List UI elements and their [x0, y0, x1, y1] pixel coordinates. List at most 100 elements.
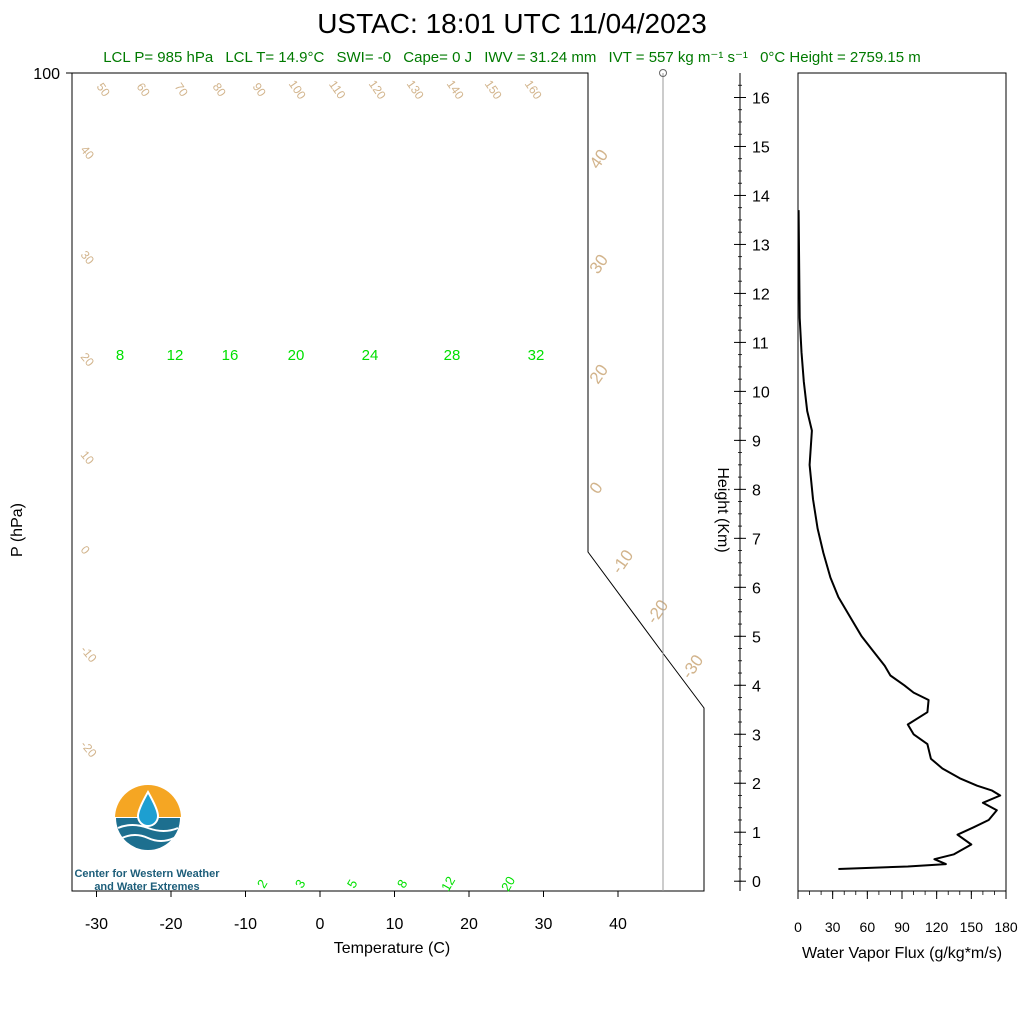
- mixing-ratio-label: 16: [222, 347, 239, 364]
- dry-adiabat-line: [72, 73, 704, 74]
- mixing-ratio-label-bottom: 5: [344, 877, 361, 891]
- flux-tick-label: 0: [794, 919, 802, 935]
- dry-adiabat-line: [72, 73, 704, 74]
- height-tick-label: 2: [752, 776, 761, 793]
- isotherm-line: [72, 73, 106, 74]
- isotherm-label-right: 0: [586, 479, 607, 498]
- isotherm-label-left: 30: [78, 248, 98, 267]
- dry-adiabat-line: [72, 73, 704, 74]
- isotherm-label-left: 20: [78, 350, 98, 369]
- dry-adiabat-label: 90: [250, 80, 269, 99]
- logo-text-line1: Center for Western Weather: [74, 868, 220, 880]
- dry-adiabat-line: [72, 73, 704, 74]
- dry-adiabat-label: 140: [444, 77, 467, 102]
- temperature-tick-label: 20: [460, 916, 478, 933]
- dry-adiabat-line: [72, 73, 509, 74]
- isotherm-label-right: -10: [608, 546, 638, 577]
- flux-tick-label: 90: [894, 919, 910, 935]
- height-tick-label: 15: [752, 139, 770, 156]
- temperature-tick-label: -20: [159, 916, 182, 933]
- isotherm-label-right: -30: [678, 651, 708, 682]
- dry-adiabat-line: [0, 0, 55, 73]
- dry-adiabat-line: [72, 73, 704, 74]
- mixing-ratio-label-bottom: 20: [498, 874, 518, 894]
- logo-drop-icon: [136, 789, 160, 827]
- dry-adiabat-line: [72, 73, 358, 74]
- mixing-ratio-label: 24: [362, 347, 379, 364]
- calm-circle: [659, 69, 667, 77]
- isotherm-line: [341, 73, 704, 74]
- dry-adiabat-line: [72, 73, 704, 74]
- water-vapor-flux-profile: [798, 210, 1002, 870]
- isotherm-line: [72, 73, 479, 74]
- dry-adiabat-line: [72, 73, 704, 74]
- mixing-ratio-label-bottom: 2: [254, 877, 271, 891]
- dry-adiabat-line: [72, 73, 704, 74]
- isotherm-label-left: 0: [78, 543, 93, 557]
- flux-frame: [797, 72, 1007, 892]
- dry-adiabat-line: [72, 73, 704, 74]
- isotherm-label-right: 20: [586, 361, 612, 387]
- height-tick-label: 1: [752, 825, 761, 842]
- dry-adiabat-label: 70: [172, 80, 191, 99]
- height-tick-label: 14: [752, 188, 770, 205]
- isotherm-label-right: 40: [586, 146, 612, 172]
- sounding-stats: LCL P= 985 hPa LCL T= 14.9°C SWI= -0 Cap…: [0, 48, 1024, 66]
- dry-adiabat-line: [72, 73, 704, 74]
- dry-adiabat-line: [72, 73, 132, 74]
- skewt-frame: [71, 72, 705, 892]
- mixing-ratio-label: 20: [288, 347, 305, 364]
- dry-adiabat-line: [72, 73, 704, 74]
- flux-axis-label: Water Vapor Flux (g/kg*m/s): [802, 945, 1002, 962]
- dry-adiabat-label: 160: [522, 77, 545, 102]
- dry-adiabat-label: 120: [366, 77, 389, 102]
- isotherm-line: [72, 73, 330, 74]
- flux-tick-label: 120: [925, 919, 949, 935]
- dry-adiabat-label: 80: [210, 80, 229, 99]
- isotherm-label-left: 10: [78, 448, 98, 467]
- height-tick-label: 16: [752, 90, 770, 107]
- dry-adiabat-line: [72, 73, 704, 74]
- logo-text-line2: and Water Extremes: [94, 881, 199, 893]
- height-tick-label: 6: [752, 580, 761, 597]
- height-tick-label: 0: [752, 874, 761, 891]
- temperature-tick-label: 10: [386, 916, 404, 933]
- dry-adiabat-line: [72, 73, 704, 74]
- flux-tick-label: 60: [860, 919, 876, 935]
- flux-tick-label: 150: [960, 919, 984, 935]
- isotherm-label-right: 30: [586, 251, 612, 277]
- dry-adiabat-label: 130: [404, 77, 427, 102]
- isotherm-line: [72, 73, 404, 74]
- height-tick-label: 5: [752, 629, 761, 646]
- height-axis-label: Height (Km): [714, 467, 731, 552]
- height-tick-label: 7: [752, 531, 761, 548]
- dry-adiabat-line: [72, 73, 704, 74]
- temperature-tick-label: 0: [316, 916, 325, 933]
- stat-iwv: IWV = 31.24 mm: [484, 49, 597, 66]
- temperature-tick-label: -30: [85, 916, 108, 933]
- mixing-ratio-label-bottom: 3: [292, 877, 309, 891]
- stat-ivt: IVT = 557 kg m⁻¹ s⁻¹: [608, 49, 748, 66]
- mixing-ratio-label: 32: [528, 347, 545, 364]
- isotherm-line: [192, 73, 628, 74]
- dry-adiabat-line: [72, 73, 434, 74]
- isotherm-line: [72, 73, 255, 74]
- dry-adiabat-line: [72, 73, 704, 74]
- dry-adiabat-label: 100: [286, 77, 309, 102]
- dry-adiabat-line: [72, 73, 585, 74]
- isotherm-label-left: 40: [78, 143, 98, 162]
- dry-adiabat-line: [72, 73, 704, 74]
- stat-swi: SWI= -0: [336, 49, 392, 66]
- dry-adiabat-label: 60: [134, 80, 153, 99]
- flux-tick-label: 180: [994, 919, 1018, 935]
- isotherm-line: [266, 73, 702, 74]
- temperature-tick-label: 40: [609, 916, 627, 933]
- dry-adiabat-line: [72, 73, 660, 74]
- height-tick-label: 10: [752, 384, 770, 401]
- isotherm-label-left: -20: [78, 738, 100, 761]
- temperature-tick-label: 30: [535, 916, 553, 933]
- dry-adiabat-line: [72, 73, 207, 74]
- mixing-ratio-label-bottom: 8: [394, 877, 411, 891]
- x-axis-label: Temperature (C): [334, 940, 450, 957]
